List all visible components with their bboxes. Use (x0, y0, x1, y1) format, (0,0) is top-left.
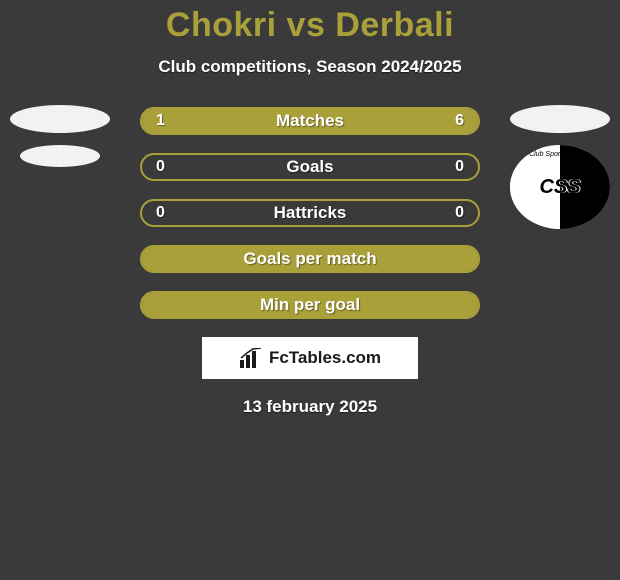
bars-icon (239, 348, 263, 368)
left-player-graphic (10, 105, 110, 167)
stat-label: Min per goal (260, 295, 360, 315)
right-player-graphic: Club Sportif Sfaxien CSS (510, 105, 610, 229)
stat-label: Matches (276, 111, 344, 131)
stat-label: Goals (286, 157, 333, 177)
stat-value-left: 1 (156, 112, 165, 130)
club-logo-css: Club Sportif Sfaxien CSS (510, 145, 610, 229)
stat-row: 1 Matches 6 (140, 107, 480, 135)
ellipse-icon (510, 105, 610, 133)
logo-text: CSS (510, 176, 610, 199)
logo-script: Club Sportif Sfaxien (510, 151, 610, 158)
stat-value-left: 0 (156, 204, 165, 222)
comparison-infographic: Chokri vs Derbali Club competitions, Sea… (0, 0, 620, 580)
stat-label: Goals per match (243, 249, 376, 269)
subtitle: Club competitions, Season 2024/2025 (0, 57, 620, 77)
date-text: 13 february 2025 (0, 397, 620, 417)
stat-value-right: 0 (455, 204, 464, 222)
stat-value-right: 6 (455, 112, 464, 130)
stat-value-right: 0 (455, 158, 464, 176)
page-title: Chokri vs Derbali (0, 0, 620, 45)
brand-box: FcTables.com (202, 337, 418, 379)
ellipse-icon (20, 145, 100, 167)
brand-text: FcTables.com (269, 348, 381, 368)
stat-row: 0 Goals 0 (140, 153, 480, 181)
stat-label: Hattricks (274, 203, 347, 223)
stat-row: 0 Hattricks 0 (140, 199, 480, 227)
stat-row: Min per goal (140, 291, 480, 319)
stat-row: Goals per match (140, 245, 480, 273)
ellipse-icon (10, 105, 110, 133)
stat-fill-left (142, 109, 190, 133)
stat-value-left: 0 (156, 158, 165, 176)
